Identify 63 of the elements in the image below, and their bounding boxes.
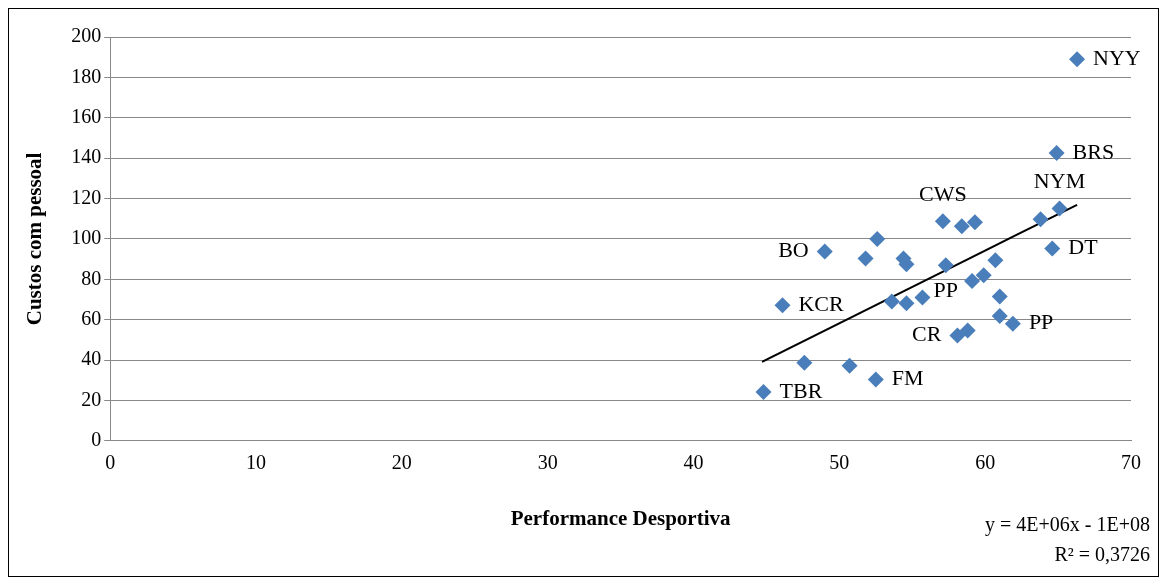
x-tick-label: 30 xyxy=(537,451,558,474)
point xyxy=(1051,200,1068,217)
point xyxy=(914,289,931,306)
point xyxy=(841,357,858,374)
text: y = 4E+06x - 1E+08 xyxy=(985,513,1150,537)
x-tick-label: 70 xyxy=(1121,451,1141,474)
x-tick-label: 40 xyxy=(683,451,704,474)
annotation: NYY xyxy=(1093,44,1141,70)
point xyxy=(1044,240,1061,257)
y-tick-label: 160 xyxy=(71,105,102,128)
x-tick-label: 50 xyxy=(829,451,850,474)
y-tick-label: 140 xyxy=(71,145,102,168)
point xyxy=(987,252,1004,269)
annotation: KCR xyxy=(798,291,845,317)
annotation: FM xyxy=(891,365,924,391)
point xyxy=(774,297,791,314)
point xyxy=(1032,211,1049,228)
point xyxy=(991,308,1008,325)
point xyxy=(1069,51,1086,68)
annotation: NYM xyxy=(1033,168,1086,194)
y-axis-title: Custos com pessoal xyxy=(22,152,47,326)
annotation: CWS xyxy=(919,181,967,207)
annotation: BRS xyxy=(1072,138,1115,164)
annotation: CR xyxy=(912,321,942,347)
annotation: TBR xyxy=(779,377,823,403)
text: R² = 0,3726 xyxy=(1054,543,1150,566)
annotation: DT xyxy=(1068,234,1099,260)
point xyxy=(898,295,915,312)
point xyxy=(991,288,1008,305)
point xyxy=(883,293,900,310)
point xyxy=(949,327,966,344)
point xyxy=(934,213,951,230)
annotation: PP xyxy=(933,276,959,302)
x-tick-label: 60 xyxy=(975,451,996,474)
point xyxy=(1004,315,1021,332)
annotation: BO xyxy=(778,237,809,263)
y-tick-label: 200 xyxy=(71,24,102,47)
point xyxy=(755,383,772,400)
y-tick-label: 120 xyxy=(71,185,102,208)
y-tick-label: 180 xyxy=(71,64,102,87)
annotation: PP xyxy=(1028,309,1054,335)
y-tick-label: 0 xyxy=(91,428,102,451)
point xyxy=(964,272,981,289)
point xyxy=(796,354,813,371)
point xyxy=(869,230,886,247)
point xyxy=(959,322,976,339)
x-axis-title: Performance Desportiva xyxy=(510,505,732,530)
point xyxy=(953,218,970,235)
point xyxy=(937,257,954,274)
point xyxy=(816,243,833,260)
y-tick-label: 20 xyxy=(81,387,102,410)
point xyxy=(966,214,983,231)
x-tick-label: 20 xyxy=(391,451,412,474)
y-tick-label: 100 xyxy=(71,226,102,249)
point xyxy=(867,371,884,388)
x-tick-label: 0 xyxy=(105,451,116,474)
point xyxy=(857,250,874,267)
point xyxy=(975,267,992,284)
y-tick-label: 80 xyxy=(81,266,102,289)
y-tick-label: 40 xyxy=(81,347,102,370)
point xyxy=(1048,145,1065,162)
x-tick-label: 10 xyxy=(246,451,267,474)
y-tick-label: 60 xyxy=(81,306,102,329)
